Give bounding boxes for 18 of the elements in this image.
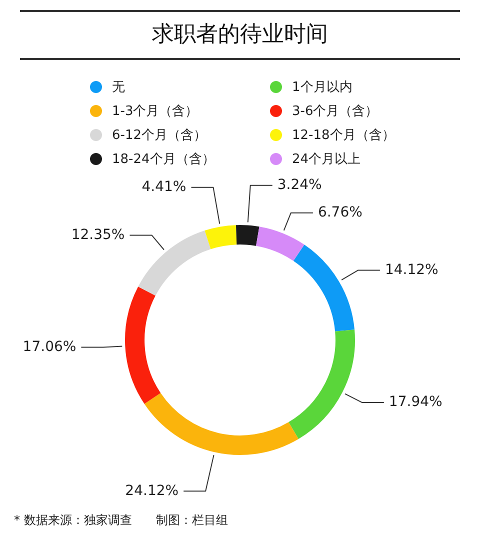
data-label: 4.41% bbox=[142, 178, 186, 195]
legend-label: 18-24个月（含） bbox=[112, 151, 215, 168]
text: * 数据来源：独家调查 制图：栏目组 bbox=[14, 512, 228, 529]
legend-label: 无 bbox=[112, 79, 125, 96]
legend-label: 6-12个月（含） bbox=[112, 127, 207, 144]
data-label: 17.94% bbox=[388, 394, 442, 410]
legend-label: 12-18个月（含） bbox=[292, 127, 395, 144]
data-label: 3.24% bbox=[277, 176, 322, 193]
legend-label: 1-3个月（含） bbox=[112, 103, 198, 120]
data-label: 17.06% bbox=[22, 338, 76, 355]
data-label: 12.35% bbox=[71, 226, 125, 243]
legend-label: 3-6个月（含） bbox=[292, 103, 378, 120]
legend-label: 24个月以上 bbox=[292, 151, 361, 168]
chart-title: 求职者的待业时间 bbox=[20, 10, 460, 60]
data-label: 24.12% bbox=[125, 482, 179, 499]
data-label: 6.76% bbox=[318, 204, 362, 220]
legend-label: 1个月以内 bbox=[292, 79, 352, 96]
data-label: 14.12% bbox=[384, 262, 438, 278]
